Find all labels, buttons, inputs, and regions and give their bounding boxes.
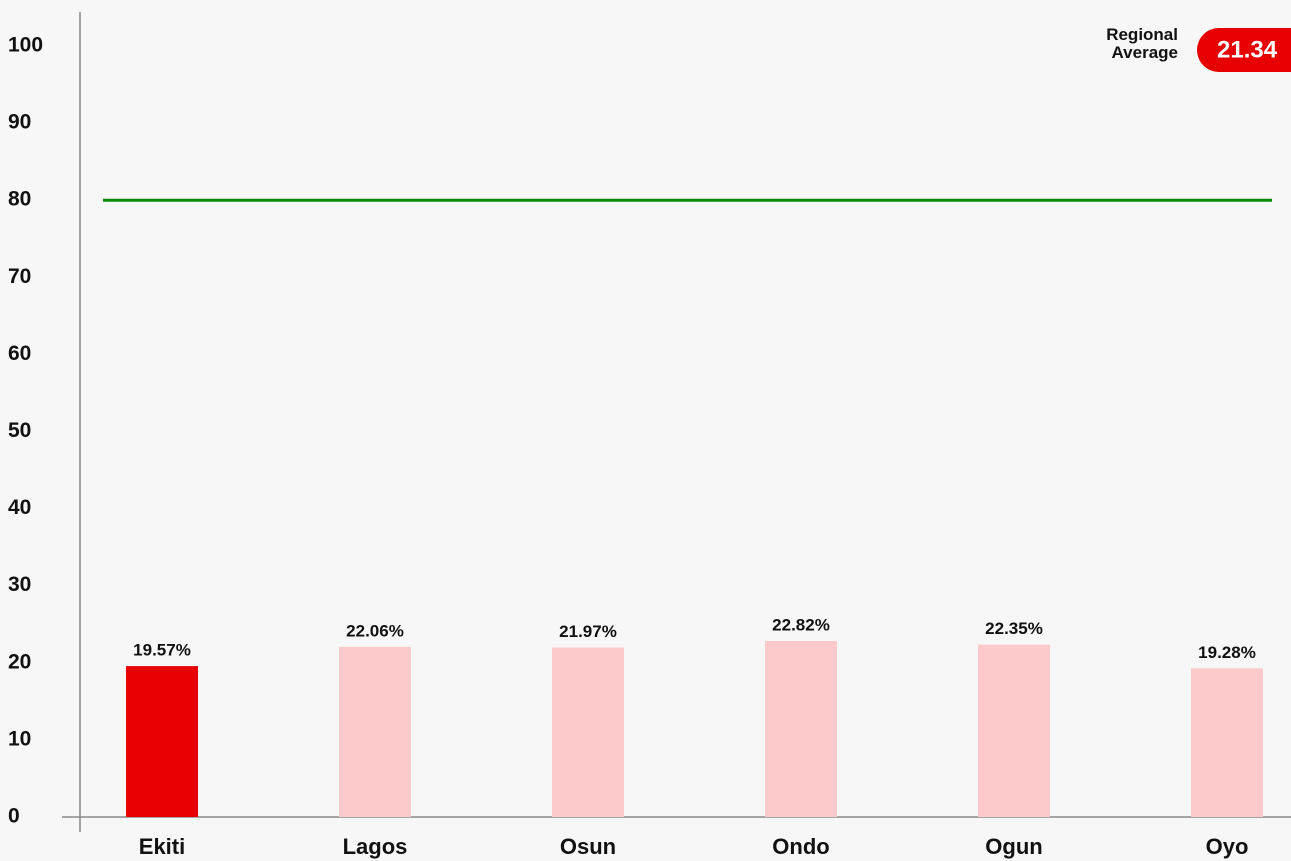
y-tick-label: 90 [8, 111, 31, 134]
bar [126, 666, 198, 817]
regional-average-badge [1197, 28, 1291, 72]
bar [765, 641, 837, 817]
x-tick-label: Ekiti [139, 834, 185, 859]
value-label: 19.57% [133, 641, 191, 660]
y-tick-label: 70 [8, 265, 31, 288]
value-label: 22.35% [985, 619, 1043, 638]
regional-average-value: 21.34 [1217, 36, 1278, 63]
x-tick-label: Osun [560, 834, 616, 859]
y-tick-label: 50 [8, 419, 31, 442]
x-tick-label: Ondo [772, 834, 829, 859]
value-label: 22.82% [772, 616, 830, 635]
y-tick-label: 10 [8, 727, 31, 750]
bar [978, 644, 1050, 817]
y-tick-label: 30 [8, 573, 31, 596]
bar [552, 647, 624, 817]
value-label: 21.97% [559, 622, 617, 641]
y-tick-label: 60 [8, 342, 31, 365]
y-tick-label: 80 [8, 188, 31, 211]
y-tick-label: 40 [8, 496, 31, 519]
bar [339, 646, 411, 817]
value-label: 22.06% [346, 621, 404, 640]
y-tick-label: 100 [8, 34, 43, 57]
value-label: 19.28% [1198, 643, 1256, 662]
x-tick-label: Oyo [1206, 834, 1249, 859]
y-tick-label: 0 [8, 805, 20, 828]
x-tick-label: Ogun [985, 834, 1042, 859]
regional-average-label: Regional Average [1106, 25, 1178, 62]
y-tick-label: 20 [8, 650, 31, 673]
bar [1191, 668, 1263, 817]
x-tick-label: Lagos [343, 834, 408, 859]
